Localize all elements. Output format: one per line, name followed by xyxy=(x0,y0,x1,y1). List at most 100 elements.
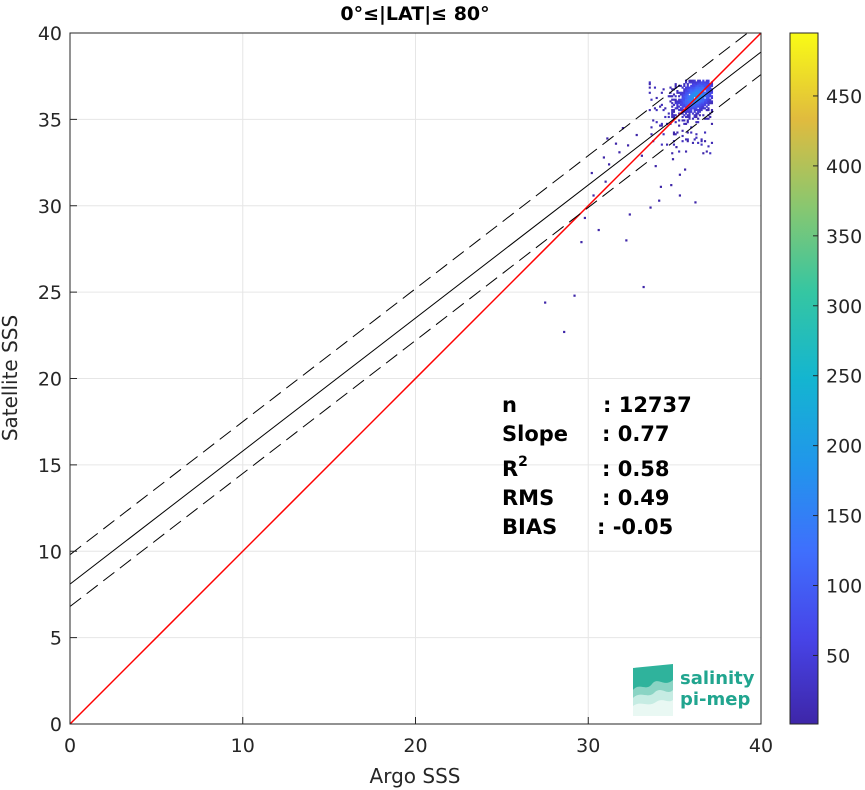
density-cell xyxy=(686,115,689,119)
density-cell xyxy=(690,79,693,82)
density-cell xyxy=(686,90,689,93)
y-tick-label: 0 xyxy=(50,714,62,736)
density-cell xyxy=(693,103,696,106)
x-tick-label: 30 xyxy=(576,735,600,757)
density-cell xyxy=(679,103,682,106)
density-cell xyxy=(710,102,714,105)
density-cell xyxy=(697,100,700,103)
density-cell xyxy=(684,100,688,103)
density-cell xyxy=(703,102,707,105)
density-cell xyxy=(688,98,691,101)
density-cell xyxy=(705,150,708,153)
density-cell xyxy=(709,88,712,91)
outlier-point xyxy=(670,184,673,187)
density-cell xyxy=(688,102,691,105)
density-cell xyxy=(688,114,691,117)
density-cell xyxy=(702,152,705,155)
density-cell xyxy=(703,100,707,103)
density-cell xyxy=(683,105,686,108)
outlier-point xyxy=(604,180,607,183)
regression-line xyxy=(70,51,761,585)
density-cell xyxy=(698,83,701,86)
density-cell xyxy=(698,105,701,108)
density-cell xyxy=(698,95,701,98)
density-cell xyxy=(703,84,707,87)
density-cell xyxy=(703,131,707,134)
outlier-point xyxy=(694,201,697,204)
density-cell xyxy=(703,117,707,120)
density-cell xyxy=(705,93,708,96)
density-cell xyxy=(705,117,708,120)
density-cell xyxy=(684,112,688,115)
density-cell xyxy=(693,110,696,113)
density-cell xyxy=(690,88,693,91)
density-cell xyxy=(707,107,710,110)
density-cell xyxy=(707,93,710,96)
x-axis-label: Argo SSS xyxy=(370,764,461,788)
density-cell xyxy=(697,88,700,91)
density-cell xyxy=(688,81,691,84)
density-cell xyxy=(684,98,688,101)
density-cell xyxy=(693,84,696,87)
density-cell xyxy=(678,91,681,94)
density-cell xyxy=(695,114,698,117)
density-cell xyxy=(691,84,695,87)
density-cell xyxy=(695,133,698,136)
density-cell xyxy=(705,81,708,84)
density-cell xyxy=(676,91,679,94)
density-cell xyxy=(676,131,679,134)
density-cell xyxy=(686,91,689,94)
density-cell xyxy=(702,96,705,100)
density-cell xyxy=(686,121,689,124)
density-cell xyxy=(678,150,681,153)
density-cell xyxy=(688,88,691,91)
outlier-point xyxy=(544,301,547,304)
density-cell xyxy=(695,136,698,139)
density-cell xyxy=(681,102,684,105)
fit-bound-line xyxy=(70,33,749,556)
density-cell xyxy=(688,100,691,103)
colorbar-ticks: 50 100 150 200 250 300 350 400 450 xyxy=(813,86,862,667)
density-cell xyxy=(679,109,682,112)
density-cell xyxy=(705,102,708,105)
density-cell xyxy=(681,105,684,108)
density-cell xyxy=(688,107,691,110)
x-tick-label: 40 xyxy=(749,735,773,757)
stat-label-r2: R2 xyxy=(502,454,528,481)
density-cell xyxy=(698,114,701,117)
density-cell xyxy=(702,114,705,117)
density-cell xyxy=(662,88,665,91)
density-cell xyxy=(679,100,682,103)
density-cell xyxy=(698,91,701,94)
density-cell xyxy=(683,90,686,93)
density-cell xyxy=(686,98,689,101)
colorbar-tick-label: 400 xyxy=(826,156,862,178)
density-cell xyxy=(681,103,684,106)
outlier-point xyxy=(649,206,652,209)
density-cell xyxy=(683,103,686,106)
density-cell xyxy=(702,84,705,87)
density-cell xyxy=(671,114,674,117)
density-cell xyxy=(690,93,693,96)
density-cell xyxy=(693,90,696,93)
density-cell xyxy=(695,107,698,110)
density-cell xyxy=(703,86,707,89)
density-cell xyxy=(678,119,681,122)
density-cell xyxy=(671,88,674,91)
density-cell xyxy=(703,140,707,143)
density-cell xyxy=(686,114,689,117)
density-cell xyxy=(695,90,698,93)
density-cell xyxy=(671,98,674,101)
density-cell xyxy=(674,84,677,87)
density-cell xyxy=(690,105,693,108)
density-cell xyxy=(709,102,712,105)
outlier-point xyxy=(671,158,675,161)
density-cell xyxy=(672,93,676,96)
density-cell xyxy=(684,86,688,89)
outlier-point xyxy=(626,144,630,147)
stat-label-r2-superscript: 2 xyxy=(518,454,528,470)
density-cell xyxy=(671,115,674,119)
density-cell xyxy=(707,109,710,112)
density-cell xyxy=(697,141,700,144)
density-cell xyxy=(697,96,700,100)
